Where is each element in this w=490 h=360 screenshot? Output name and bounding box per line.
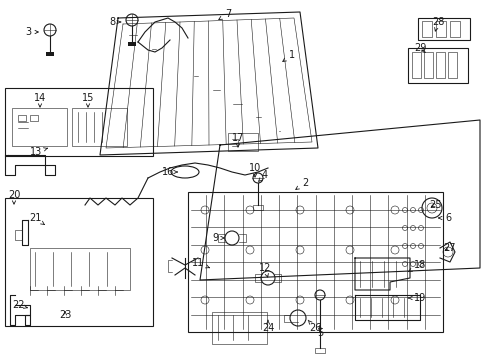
Bar — [424, 52, 433, 78]
Bar — [212, 312, 267, 344]
Text: 29: 29 — [414, 43, 426, 53]
Bar — [450, 21, 460, 37]
Bar — [436, 21, 446, 37]
Bar — [418, 18, 470, 40]
Text: 5: 5 — [317, 325, 323, 338]
Text: 13: 13 — [30, 147, 48, 157]
Text: 23: 23 — [59, 310, 71, 320]
Bar — [46, 52, 54, 56]
Text: 24: 24 — [262, 320, 274, 333]
Text: 3: 3 — [25, 27, 38, 37]
Text: 25: 25 — [429, 200, 441, 210]
Bar — [72, 108, 127, 146]
Bar — [315, 348, 325, 353]
Text: 28: 28 — [432, 17, 444, 31]
Text: 11: 11 — [192, 258, 210, 268]
Text: 8: 8 — [109, 17, 121, 27]
Bar — [253, 205, 263, 210]
Text: 17: 17 — [232, 133, 244, 147]
Bar — [128, 42, 136, 46]
Text: 26: 26 — [308, 320, 321, 333]
Text: 14: 14 — [34, 93, 46, 107]
Bar — [436, 52, 445, 78]
Text: 10: 10 — [249, 163, 261, 177]
Text: 15: 15 — [82, 93, 94, 107]
Text: 19: 19 — [408, 293, 426, 303]
Bar — [408, 48, 468, 83]
Text: 12: 12 — [259, 263, 271, 277]
Bar — [422, 21, 432, 37]
Bar — [5, 198, 153, 326]
Text: 9: 9 — [212, 233, 224, 243]
Text: 21: 21 — [29, 213, 44, 225]
Text: 7: 7 — [219, 9, 231, 19]
Text: 20: 20 — [8, 190, 20, 204]
Text: 22: 22 — [12, 300, 27, 310]
Bar — [30, 115, 38, 121]
Bar — [5, 88, 153, 156]
Bar — [30, 248, 130, 290]
Bar — [228, 133, 258, 151]
Text: 18: 18 — [409, 260, 426, 272]
Bar — [188, 192, 443, 332]
Text: 16: 16 — [162, 167, 177, 177]
Text: 27: 27 — [444, 243, 456, 253]
Text: 4: 4 — [259, 170, 268, 181]
Bar — [18, 115, 26, 121]
Bar — [12, 108, 67, 146]
Text: 2: 2 — [296, 178, 308, 189]
Text: 1: 1 — [283, 50, 295, 62]
Bar — [448, 52, 457, 78]
Text: 6: 6 — [439, 213, 451, 223]
Bar — [412, 52, 421, 78]
